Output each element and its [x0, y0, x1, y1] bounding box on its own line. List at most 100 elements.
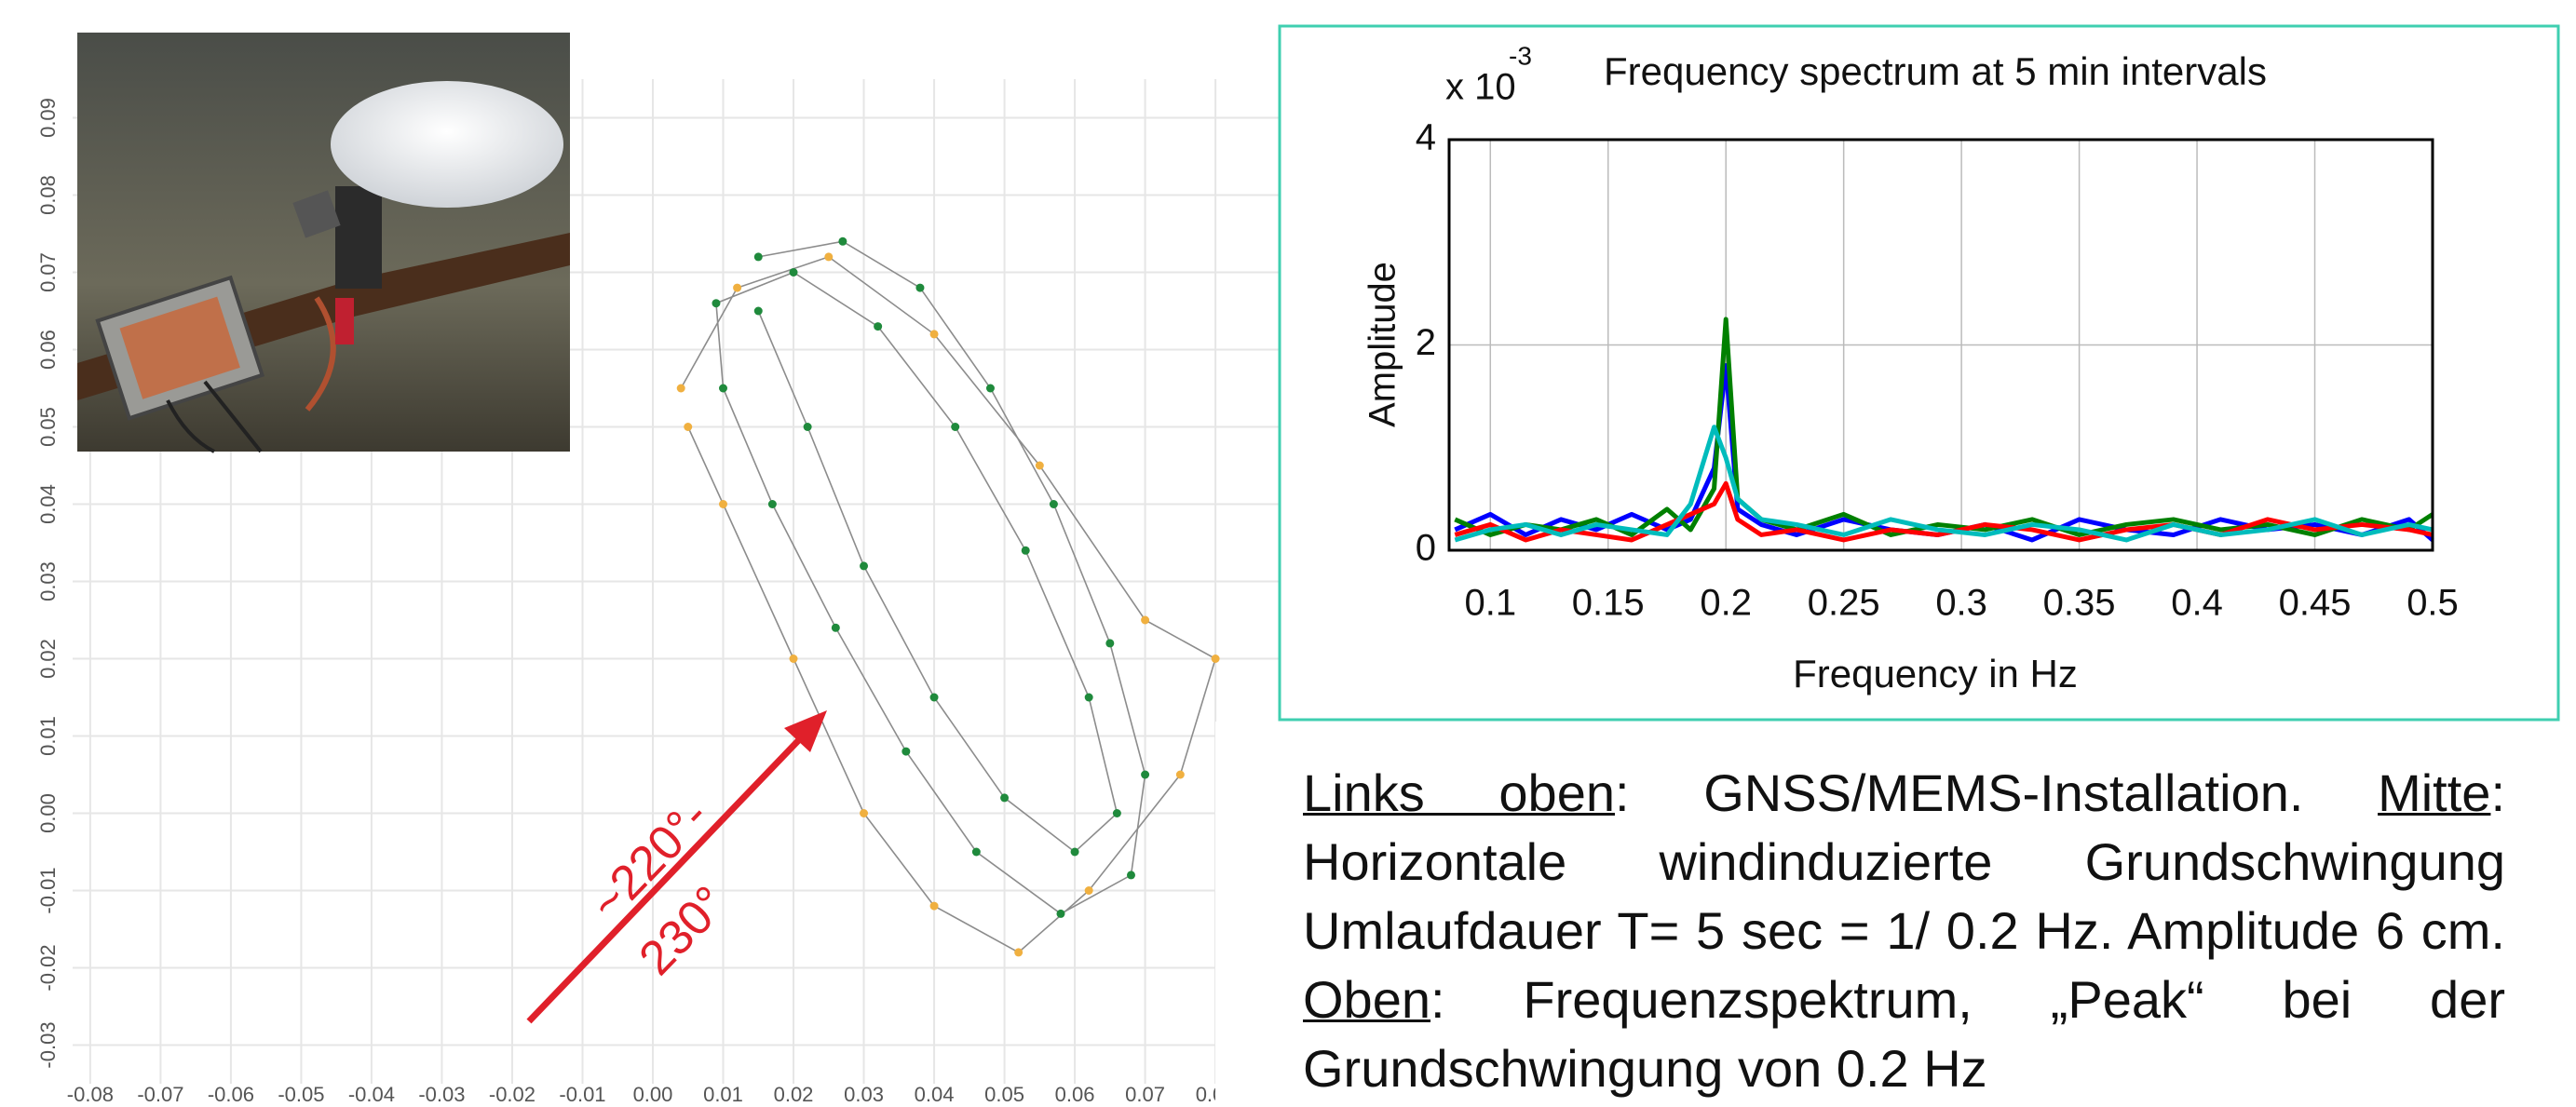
point [676, 384, 685, 393]
photo [77, 33, 570, 453]
x-tick-label: 0.01 [703, 1083, 743, 1106]
point [1084, 693, 1093, 702]
point [860, 809, 869, 817]
caption-background [1215, 722, 2576, 1107]
x-tick-label: -0.06 [208, 1083, 254, 1106]
point [1084, 886, 1093, 895]
point [1049, 500, 1058, 508]
point [1105, 639, 1115, 648]
y-tick-label: 0.05 [36, 407, 60, 447]
x-tick-label: -0.02 [489, 1083, 536, 1106]
spectrum-chart: 0.1 0.15 0.2 0.25 0.3 0.35 0.4 0.45 0.5 0 2 4 [1416, 117, 2459, 624]
point [951, 423, 960, 431]
point [1141, 770, 1150, 779]
caption-text: : Horizontale windinduzierte Grundschwin… [1303, 763, 2505, 960]
caption-text: : GNSS/MEMS-Installation. [1614, 763, 2304, 822]
point [789, 655, 798, 663]
inset-frame [1278, 24, 2560, 722]
point [1014, 948, 1024, 957]
point [971, 847, 981, 857]
x-tick-label: 0.05 [984, 1083, 1024, 1106]
x-tick-label: -0.03 [418, 1083, 465, 1106]
y-tick-label: 0.02 [36, 639, 60, 679]
point [874, 322, 883, 331]
point [684, 423, 693, 431]
point [753, 306, 763, 316]
y-tick-label: 2 [1416, 322, 1436, 363]
point [824, 252, 834, 262]
y-tick-label: 0.01 [36, 716, 60, 756]
orbit-chart: -0.03 -0.02 -0.01 0.00 0.01 0.02 0.03 0.04 0.05 0… [36, 79, 1954, 1106]
y-tick-label: -0.02 [36, 944, 60, 991]
point [719, 500, 728, 508]
series-line [1454, 425, 2434, 543]
direction-arrow [526, 710, 827, 1024]
point [902, 747, 911, 756]
point [860, 561, 869, 571]
caption: Links oben: GNSS/MEMS-Installation. Mitt… [1303, 759, 2505, 1103]
point [985, 384, 995, 393]
point [1035, 461, 1044, 470]
series-line [1454, 480, 2434, 543]
point [789, 268, 798, 277]
x-axis-label: Frequency in Hz [1793, 652, 2078, 695]
point [753, 252, 763, 262]
point [1056, 909, 1065, 918]
x-tick-label: 0.02 [774, 1083, 814, 1106]
x-tick-label: 0.15 [1572, 583, 1645, 624]
point [719, 384, 728, 393]
x-tick-label: 0.00 [633, 1083, 673, 1106]
x-tick-label: -0.04 [348, 1083, 395, 1106]
y-tick-label: 0.03 [36, 561, 60, 601]
x-tick-label: -0.07 [137, 1083, 183, 1106]
y-tick-label: 0.06 [36, 330, 60, 370]
point [1126, 871, 1135, 880]
caption-heading: Links oben [1303, 763, 1615, 822]
x-tick-label: -0.01 [559, 1083, 605, 1106]
x-tick-label: 0.06 [1055, 1083, 1095, 1106]
caption-heading: Mitte [2378, 763, 2491, 822]
point [1000, 793, 1010, 803]
x-tick-label: 0.4 [2171, 583, 2223, 624]
y-tick-label: 0.07 [36, 252, 60, 292]
y-tick-label: 0 [1416, 528, 1436, 569]
point [915, 283, 925, 292]
point [1211, 655, 1220, 663]
point [1070, 847, 1079, 857]
y-tick-label: -0.03 [36, 1021, 60, 1068]
y-tick-label: 4 [1416, 117, 1436, 158]
point [929, 901, 939, 911]
point [803, 423, 812, 431]
x-tick-label: -0.08 [67, 1083, 114, 1106]
x-tick-label: 0.04 [915, 1083, 955, 1106]
point [1112, 809, 1121, 817]
y-tick-label: -0.01 [36, 867, 60, 913]
x-tick-label: 0.07 [1125, 1083, 1165, 1106]
y-multiplier: x 10 [1445, 67, 1516, 108]
point [831, 623, 840, 632]
y-tick-label: 0.09 [36, 98, 60, 138]
point [733, 283, 742, 292]
point [1141, 615, 1150, 625]
x-tick-label: -0.05 [278, 1083, 324, 1106]
point [929, 693, 939, 702]
x-tick-label: 0.35 [2043, 583, 2116, 624]
x-tick-label: 0.25 [1808, 583, 1880, 624]
chart-title: Frequency spectrum at 5 min intervals [1604, 49, 2267, 93]
y-multiplier-exponent: -3 [1509, 41, 1532, 70]
x-tick-label: 0.1 [1464, 583, 1516, 624]
point [838, 236, 847, 246]
y-tick-label: 0.08 [36, 175, 60, 215]
x-tick-label: 0.5 [2407, 583, 2459, 624]
x-tick-label: 0.2 [1700, 583, 1752, 624]
y-tick-label: 0.00 [36, 793, 60, 833]
caption-heading: Oben [1303, 970, 1430, 1029]
x-tick-label: 0.45 [2279, 583, 2352, 624]
point [1175, 770, 1185, 779]
y-axis-label: Amplitude [1363, 262, 1403, 427]
caption-text: : Frequenzspektrum, „Peak“ bei der Grund… [1303, 970, 2505, 1098]
point [712, 299, 721, 308]
point [767, 500, 777, 508]
plot-frame [1447, 138, 2434, 552]
